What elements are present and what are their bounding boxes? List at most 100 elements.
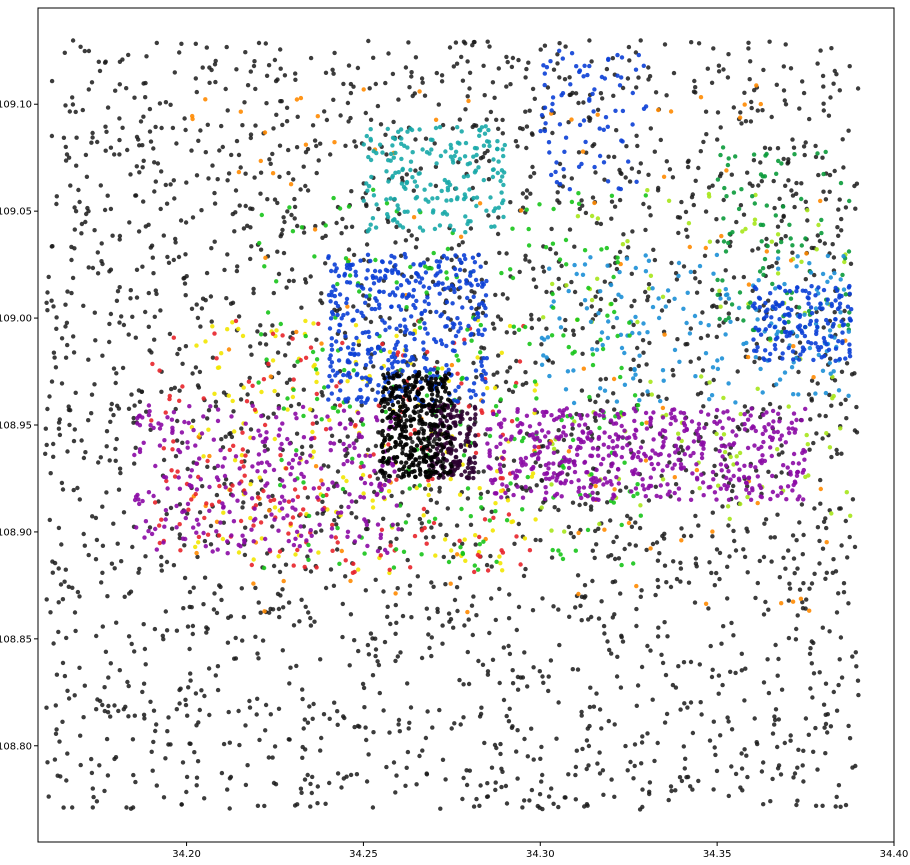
- scatter-point: [526, 226, 531, 232]
- scatter-point: [271, 126, 276, 131]
- scatter-point: [361, 87, 366, 92]
- scatter-point: [268, 712, 273, 717]
- scatter-point: [307, 704, 312, 709]
- scatter-point: [405, 145, 410, 150]
- scatter-point: [288, 472, 293, 477]
- scatter-point: [264, 430, 269, 435]
- scatter-point: [149, 749, 154, 754]
- scatter-point: [426, 492, 431, 498]
- scatter-point: [436, 280, 441, 285]
- scatter-point: [528, 191, 533, 196]
- scatter-point: [524, 195, 529, 200]
- scatter-point: [222, 456, 227, 461]
- scatter-point: [431, 367, 436, 372]
- scatter-point: [331, 284, 336, 289]
- scatter-point: [710, 529, 715, 534]
- scatter-point: [395, 359, 401, 365]
- scatter-point: [545, 335, 551, 340]
- scatter-point: [291, 623, 297, 628]
- scatter-point: [157, 101, 163, 106]
- scatter-point: [249, 527, 254, 532]
- scatter-point: [330, 548, 335, 553]
- scatter-point: [137, 143, 142, 148]
- scatter-point: [505, 498, 511, 503]
- scatter-point: [233, 454, 239, 459]
- scatter-point: [394, 620, 399, 625]
- scatter-point: [668, 109, 674, 114]
- scatter-point: [748, 300, 753, 305]
- scatter-point: [634, 85, 639, 90]
- scatter-point: [250, 206, 255, 212]
- scatter-point: [500, 550, 506, 555]
- scatter-point: [670, 175, 676, 180]
- scatter-point: [617, 167, 622, 173]
- scatter-point: [471, 381, 477, 386]
- scatter-point: [132, 497, 138, 503]
- scatter-point: [151, 493, 156, 499]
- scatter-point: [754, 286, 759, 292]
- scatter-point: [500, 292, 506, 297]
- scatter-point: [543, 434, 548, 439]
- scatter-point: [775, 673, 780, 678]
- scatter-point: [418, 166, 423, 171]
- scatter-point: [413, 137, 418, 142]
- scatter-point: [738, 501, 743, 507]
- scatter-point: [184, 789, 189, 795]
- scatter-point: [86, 357, 91, 362]
- scatter-point: [291, 387, 296, 392]
- scatter-point: [745, 409, 750, 414]
- scatter-point: [598, 386, 603, 391]
- scatter-point: [538, 463, 543, 469]
- scatter-point: [393, 267, 398, 272]
- scatter-point: [813, 154, 819, 160]
- scatter-point: [629, 271, 634, 276]
- scatter-point: [637, 525, 643, 531]
- scatter-point: [605, 124, 610, 129]
- scatter-point: [715, 277, 720, 283]
- scatter-point: [117, 237, 122, 242]
- scatter-point: [704, 422, 709, 427]
- scatter-point: [712, 583, 717, 588]
- scatter-point: [550, 360, 555, 365]
- scatter-point: [791, 344, 796, 349]
- scatter-point: [769, 559, 774, 564]
- scatter-point: [714, 217, 719, 222]
- scatter-point: [353, 499, 359, 504]
- scatter-point: [278, 47, 283, 52]
- scatter-point: [777, 196, 782, 201]
- scatter-point: [594, 220, 600, 226]
- scatter-point: [205, 626, 210, 631]
- scatter-point: [253, 123, 258, 128]
- scatter-point: [457, 257, 462, 262]
- scatter-point: [647, 780, 653, 785]
- scatter-point: [221, 504, 226, 509]
- scatter-point: [322, 385, 327, 390]
- scatter-point: [827, 445, 833, 450]
- scatter-point: [324, 117, 330, 123]
- scatter-point: [150, 768, 155, 773]
- scatter-point: [166, 742, 171, 747]
- scatter-point: [179, 802, 184, 807]
- scatter-point: [775, 335, 780, 340]
- scatter-point: [364, 294, 369, 299]
- scatter-point: [335, 722, 340, 727]
- scatter-point: [461, 715, 466, 720]
- scatter-point: [259, 536, 264, 541]
- scatter-point: [411, 356, 416, 362]
- scatter-point: [556, 804, 561, 810]
- scatter-point: [111, 366, 117, 371]
- scatter-point: [171, 439, 176, 444]
- scatter-point: [504, 801, 510, 806]
- scatter-point: [221, 510, 226, 515]
- scatter-point: [775, 146, 781, 151]
- scatter-point: [807, 345, 813, 351]
- scatter-point: [726, 296, 732, 301]
- scatter-point: [194, 343, 199, 348]
- scatter-point: [102, 788, 107, 794]
- scatter-point: [99, 241, 104, 246]
- scatter-point: [89, 770, 95, 776]
- scatter-point: [202, 693, 207, 699]
- scatter-point: [482, 740, 487, 746]
- scatter-point: [645, 643, 650, 649]
- scatter-point: [794, 538, 799, 543]
